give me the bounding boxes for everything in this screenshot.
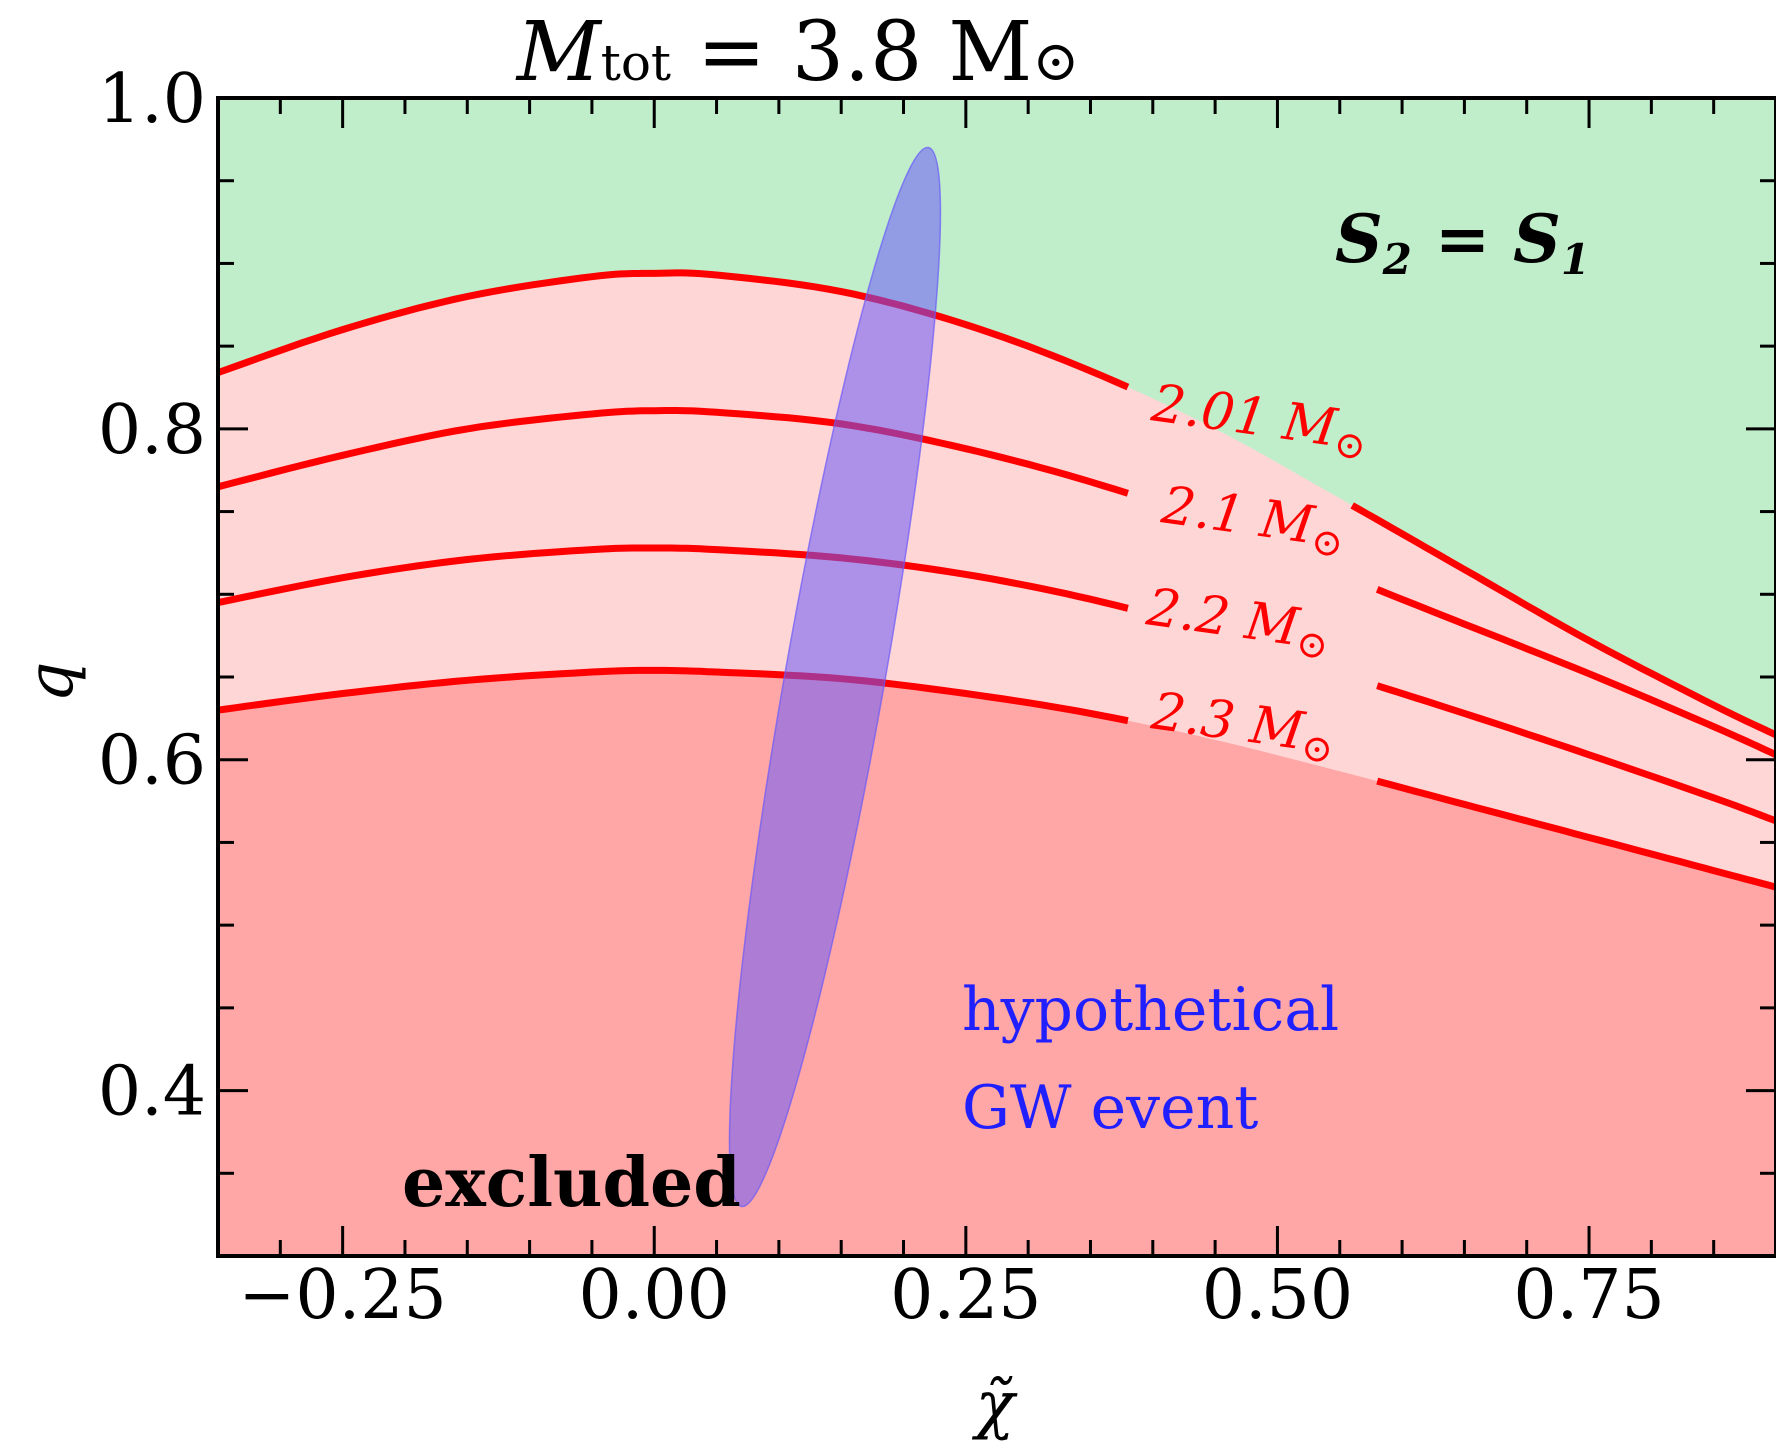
mass-curve-2-seg-1 (218, 407, 1129, 497)
event-label-line2: GW event (962, 1073, 1258, 1143)
excluded-region (218, 670, 1776, 1256)
y-tick-label: 0.4 (98, 1053, 206, 1132)
mass-curve-3-seg-1 (218, 544, 1129, 612)
spin-s2-sub: 2 (1382, 235, 1412, 284)
spin-ratio-annotation: S2 = S1 (1335, 200, 1590, 284)
spin-s1: S (1513, 200, 1561, 278)
axis-tick-labels: −0.25 0.00 0.25 0.50 0.75 0.4 0.6 0.8 1.0 (98, 60, 1665, 1335)
x-tick-label: −0.25 (238, 1256, 446, 1335)
gw-event-ellipse (728, 146, 942, 1208)
title-sub: tot (601, 34, 671, 92)
title-rest: = 3.8 M (671, 5, 1032, 100)
y-tick-label: 1.0 (98, 60, 206, 139)
axis-ticks (216, 96, 1776, 1258)
x-tick-label: 0.25 (890, 1256, 1041, 1335)
chart-title: Mtot = 3.8 M⊙ (515, 5, 1079, 100)
y-tick-label: 0.6 (98, 722, 206, 801)
mass-curves (218, 269, 1776, 891)
mass-curve-4-seg-1 (218, 666, 1129, 725)
mass-curve-3-seg-2 (1376, 682, 1776, 825)
x-tick-label: 0.75 (1513, 1256, 1664, 1335)
spin-s2: S (1335, 200, 1383, 278)
y-axis-label: q (14, 662, 88, 703)
mass-curve-1-seg-2 (1350, 502, 1776, 739)
spin-s1-sub: 1 (1561, 235, 1590, 284)
mass-curve-1-seg-1 (218, 269, 1130, 391)
title-main: M (515, 5, 603, 100)
x-tick-label: 0.50 (1202, 1256, 1353, 1335)
x-axis-label: χ̃ (972, 1368, 1018, 1442)
excluded-label: excluded (402, 1143, 741, 1223)
y-tick-label: 0.8 (98, 391, 206, 470)
spin-eq: = (1412, 200, 1513, 278)
x-tick-label: 0.00 (579, 1256, 730, 1335)
mass-curve-2-seg-2 (1375, 586, 1776, 758)
mass-curve-4-seg-2 (1376, 777, 1776, 891)
title-sun-symbol: ⊙ (1032, 29, 1079, 94)
curve-labels: 2.01 M⊙2.1 M⊙2.2 M⊙2.3 M⊙ (1141, 373, 1371, 772)
event-label-line1: hypothetical (962, 975, 1339, 1045)
